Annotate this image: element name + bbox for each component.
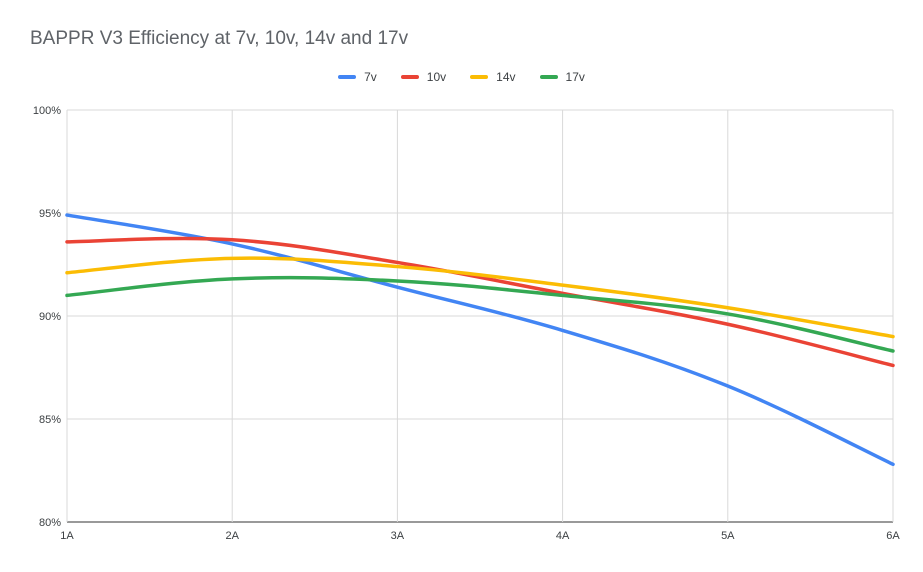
x-tick-label: 6A	[886, 530, 900, 542]
legend-item-17v[interactable]: 17v	[539, 70, 585, 84]
x-tick-label: 2A	[225, 530, 239, 542]
y-tick-label: 95%	[39, 208, 61, 220]
series-line-17v	[65, 275, 895, 353]
legend-label-10v: 10v	[426, 70, 447, 84]
y-tick-label: 80%	[39, 517, 61, 529]
series-line-14v	[65, 256, 895, 339]
legend-swatch-7v	[338, 75, 357, 79]
legend: 7v 10v 14v 17v	[0, 70, 923, 84]
y-tick-label: 100%	[33, 105, 61, 117]
series-line-10v	[65, 236, 895, 368]
legend-item-10v[interactable]: 10v	[400, 70, 447, 84]
legend-label-17v: 17v	[565, 70, 585, 84]
x-tick-label: 3A	[391, 530, 405, 542]
y-tick-label: 85%	[39, 414, 61, 426]
x-tick-label: 4A	[556, 530, 570, 542]
legend-item-7v[interactable]: 7v	[338, 70, 377, 84]
y-tick-label: 90%	[39, 311, 61, 323]
chart-title: BAPPR V3 Efficiency at 7v, 10v, 14v and …	[30, 28, 409, 49]
legend-swatch-10v	[400, 75, 419, 79]
legend-label-7v: 7v	[364, 70, 377, 84]
legend-item-14v[interactable]: 14v	[470, 70, 516, 84]
legend-swatch-14v	[470, 75, 489, 79]
x-tick-label: 1A	[60, 530, 74, 542]
x-tick-label: 5A	[721, 530, 735, 542]
series-line-7v	[65, 213, 895, 467]
legend-label-14v: 14v	[496, 70, 516, 84]
legend-swatch-17v	[539, 75, 558, 79]
